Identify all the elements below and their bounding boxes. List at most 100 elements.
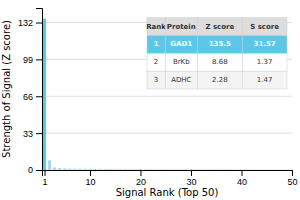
table-cell [165,71,197,89]
bar [250,169,253,170]
bar [260,169,263,170]
bar [265,169,268,170]
plot: 110203040500336699132RankProteinZ scoreS… [18,9,298,188]
table-cell [242,18,287,36]
y-tick-label: 132 [18,18,33,28]
bar [83,169,86,170]
bar [58,168,61,170]
table-text: 135.5 [209,40,231,48]
bar [53,167,56,170]
bar [174,169,177,170]
bar [235,169,238,170]
x-tick-mark [45,170,46,176]
table-text: 1.47 [257,76,273,84]
x-axis-label: Signal Rank (Top 50) [116,187,219,198]
y-tick-label: 99 [23,55,33,65]
bar [275,169,278,170]
bar [43,19,46,170]
bar [290,169,292,170]
x-tick-label: 30 [186,177,196,187]
bar [99,169,102,170]
x-tick-label: 1 [43,177,48,187]
x-tick-mark [140,170,141,176]
x-tick-label: 50 [287,177,297,187]
bar [245,169,248,170]
x-tick-mark [191,170,192,176]
bar [225,169,228,170]
table-text: GAD1 [170,40,192,48]
y-axis-line [36,9,43,171]
table-text: 1.37 [257,58,273,66]
y-tick: 0 [28,165,42,175]
bar [195,169,198,170]
bar [48,160,51,170]
bar [134,169,137,170]
x-tick: 20 [136,170,146,187]
bar [104,169,107,170]
table-cell [165,36,197,54]
bar [230,169,233,170]
bar [205,169,208,170]
x-tick-label: 10 [85,177,95,187]
bar [215,169,218,170]
x-tick: 50 [287,170,297,187]
y-tick: 132 [18,18,42,28]
table-header: S score [250,23,279,31]
y-tick: 99 [23,55,42,65]
bar [164,169,167,170]
y-axis-label: Strength of Signal (Z score) [1,20,12,158]
bar [200,169,203,170]
bar [114,169,117,170]
table-cell [197,18,242,36]
bar [240,169,243,170]
bar [280,169,283,170]
x-tick: 40 [237,170,247,187]
table-cell [197,53,242,71]
bar [154,169,157,170]
grid [42,23,292,170]
bar [119,169,122,170]
y-tick-mark [36,170,42,171]
x-tick-mark [241,170,242,176]
bar [139,169,142,170]
y-tick-mark [36,96,42,97]
y-axis: 0 33 66 99 132 [18,9,43,176]
chart: 110203040500336699132RankProteinZ scoreS… [0,0,300,200]
table-text: 31.57 [254,40,276,48]
y-tick-label: 66 [23,92,33,102]
bar [129,169,132,170]
bars [43,19,292,170]
table-text: 2.28 [212,76,228,84]
x-tick: 30 [186,170,196,187]
table-cell [165,53,197,71]
bar [109,169,112,170]
table-cell [147,53,165,71]
table-header: Protein [167,23,196,31]
table-cell [147,71,165,89]
x-axis-line [43,171,293,177]
bar [169,169,172,170]
bar [94,169,97,170]
table-text: 1 [154,40,159,48]
bar [124,169,127,170]
table-text: 8.68 [212,58,228,66]
bar [184,169,187,170]
bar [149,169,152,170]
x-tick-label: 40 [237,177,247,187]
y-tick-label: 33 [23,129,33,139]
bar [88,169,91,170]
table-text: 3 [154,76,158,84]
table-cell [242,53,287,71]
y-tick-label: 0 [28,165,33,175]
y-tick-mark [36,23,42,24]
y-tick: 33 [23,129,42,139]
x-tick: 10 [85,170,95,187]
table-cell [242,36,287,54]
bar [220,169,223,170]
x-tick-mark [90,170,91,176]
table-text: ADHC [171,76,191,84]
bar [179,169,182,170]
table-cell [147,36,165,54]
table-header: Rank [146,23,166,31]
y-tick-mark [36,133,42,134]
